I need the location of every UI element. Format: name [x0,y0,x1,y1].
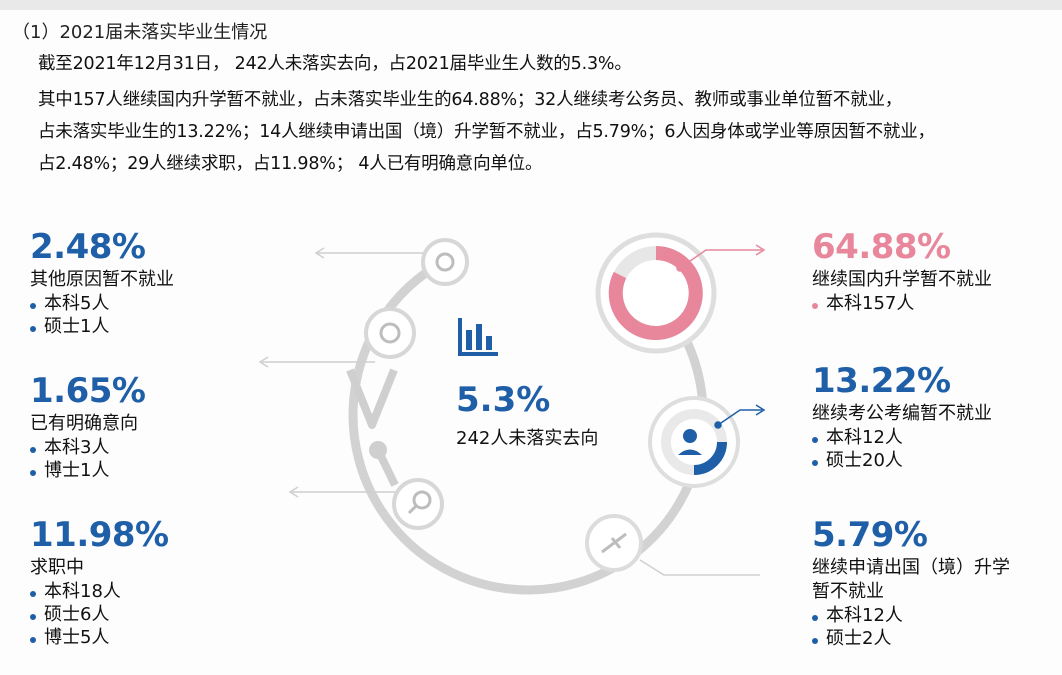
stat-label: 已有明确意向 [30,413,138,434]
detail-line-1: 其中157人继续国内升学暂不就业，占未落实毕业生的64.88%；32人继续考公务… [38,90,903,110]
stat-percent: 11.98% [30,515,169,555]
list-item: 本科157人 [812,292,992,315]
handshake-icon [364,307,416,359]
stat-other-reasons: 2.48% 其他原因暂不就业 本科5人 硕士1人 [30,228,174,338]
stat-items: 本科18人 硕士6人 博士5人 [30,580,169,649]
stat-civil-exam: 13.22% 继续考公考编暂不就业 本科12人 硕士20人 [812,362,992,472]
stat-label: 继续国内升学暂不就业 [812,269,992,290]
stat-items: 本科12人 硕士2人 [812,604,1010,650]
stat-label: 继续申请出国（境）升学 [812,557,1010,578]
stat-percent: 1.65% [30,371,146,411]
blue-connector [714,404,766,429]
detail-line-3: 占2.48%；29人继续求职，占11.98%； 4人已有明确意向单位。 [38,154,543,174]
list-item: 硕士6人 [30,603,169,626]
stat-has-intent: 1.65% 已有明确意向 本科3人 博士1人 [30,371,146,482]
center-percent: 5.3% [456,380,551,420]
stat-job-seeking: 11.98% 求职中 本科18人 硕士6人 博士5人 [30,516,169,649]
list-item: 博士1人 [30,459,145,482]
list-item: 博士5人 [30,626,169,649]
detail-line-2: 占未落实毕业生的13.22%；14人继续申请出国（境）升学暂不就业，占5.79%… [38,122,935,142]
stat-label: 其他原因暂不就业 [30,269,174,290]
list-item: 本科5人 [30,292,174,315]
left-connectors [258,247,425,498]
list-item: 本科3人 [30,436,145,459]
officer-icon [648,396,740,488]
section-title: （1）2021届未落实毕业生情况 [12,22,268,43]
stat-percent: 13.22% [812,361,951,401]
summary-text: 截至2021年12月31日， 242人未落实去向，占2021届毕业生人数的5.3… [38,54,632,74]
stat-percent: 5.79% [812,515,928,555]
list-item: 本科12人 [812,426,992,449]
center-label: 242人未落实去向 [456,428,599,449]
bar-chart-icon [458,318,498,356]
other-icon [421,238,469,286]
list-item: 硕士20人 [812,449,992,472]
stat-items: 本科5人 硕士1人 [30,292,174,338]
top-strip [0,0,1062,10]
stat-percent: 2.48% [30,227,146,267]
ring-arrow-icon [346,368,398,429]
list-item: 硕士1人 [30,315,174,338]
gray-connector [639,559,760,576]
stat-percent: 64.88% [812,227,951,267]
stat-study-abroad: 5.79% 继续申请出国（境）升学 暂不就业 本科12人 硕士2人 [812,516,1010,650]
pink-connector [676,244,766,272]
list-item: 本科18人 [30,580,169,603]
list-item: 本科12人 [812,604,1010,627]
graduation-cap-icon [595,232,717,354]
stat-items: 本科3人 博士1人 [30,436,145,482]
stat-label: 求职中 [30,557,84,578]
search-icon [392,478,444,530]
airplane-icon [585,514,643,572]
stat-label-line2: 暂不就业 [812,581,884,602]
stat-items: 本科12人 硕士20人 [812,426,992,472]
list-item: 硕士2人 [812,627,1010,650]
stat-domestic-study: 64.88% 继续国内升学暂不就业 本科157人 [812,228,992,315]
stat-items: 本科157人 [812,292,992,315]
stat-label: 继续考公考编暂不就业 [812,403,992,424]
